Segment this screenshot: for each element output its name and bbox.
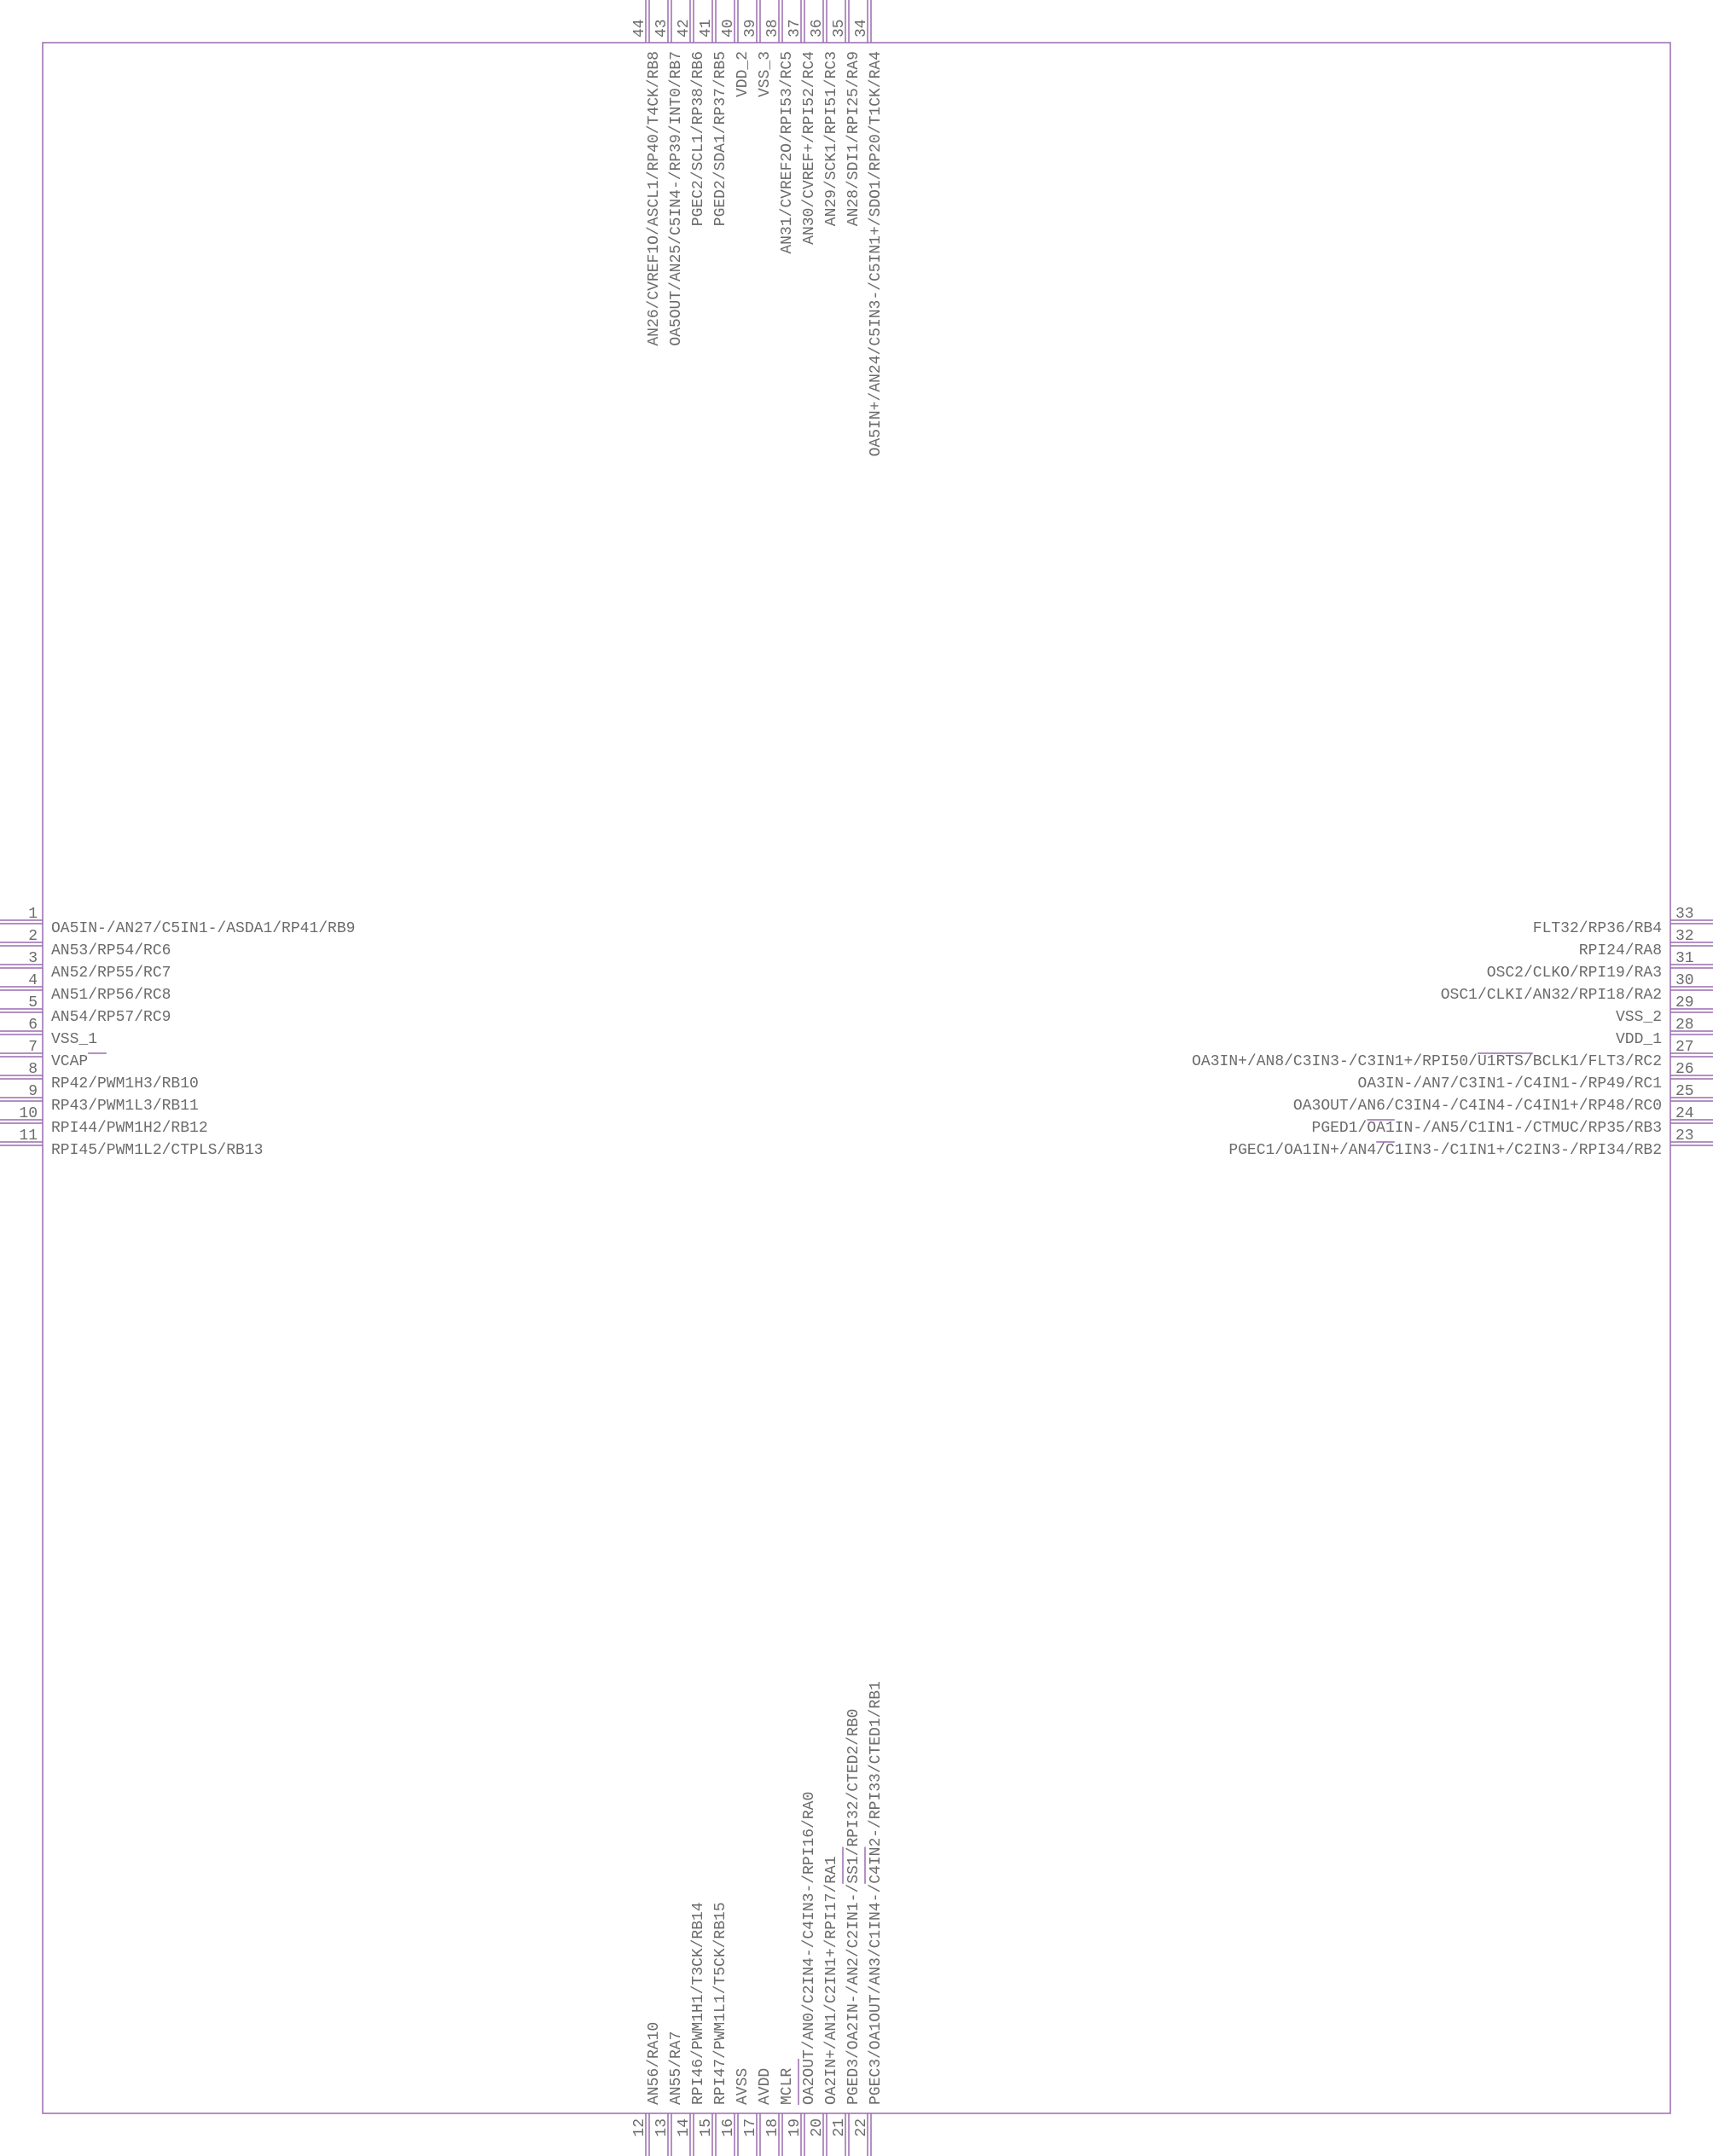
pin-label: AN52/RP55/RC7 [51,965,171,982]
pinout-diagram: 1 OA5IN-/AN27/C5IN1-/ASDA1/RP41/RB9 2 AN53/… [0,0,1713,2156]
pin-label: OA2OUT/AN0/C2IN4-/C4IN3-/RPI16/RA0 [801,1792,818,2105]
pin-number: 13 [653,2118,671,2137]
pin-number: 37 [787,19,804,38]
pin-number: 41 [698,19,715,38]
pin-number: 34 [853,19,870,38]
pin-label: PGEC2/SCL1/RP38/RB6 [690,51,707,226]
pin-number: 16 [720,2118,737,2137]
pin-label: AN53/RP54/RC6 [51,942,171,959]
pin-number: 21 [831,2118,848,2137]
pin-number: 10 [19,1105,38,1122]
pin-number: 35 [831,19,848,38]
pin-number: 6 [28,1017,38,1034]
pin-number: 28 [1675,1017,1694,1034]
pin-label: RPI46/PWM1H1/T3CK/RB14 [690,1902,707,2105]
pin-label: OA2IN+/AN1/C2IN1+/RPI17/RA1 [823,1856,840,2105]
pin-label: AN28/SDI1/RPI25/RA9 [845,51,862,226]
pin-number: 40 [720,19,737,38]
pin-number: 25 [1675,1083,1694,1100]
pin-number: 43 [653,19,671,38]
pin-label: MCLR [779,2068,796,2105]
pin-label: AN31/CVREF2O/RPI53/RC5 [779,51,796,254]
pins-bottom: 12 AN56/RA10 13 AN55/RA7 14 RPI46/PWM1H1/T3CK… [631,1681,885,2156]
pin-number: 18 [764,2118,781,2137]
pin-label: VDD_1 [1616,1031,1662,1048]
pin-label: PGEC3/OA1OUT/AN3/C1IN4-/C4IN2-/RPI33/CTE… [868,1681,885,2105]
pin-label: AN29/SCK1/RPI51/RC3 [823,51,840,226]
pin-number: 31 [1675,950,1694,967]
pins-top: 44 AN26/CVREF1O/ASCL1/RP40/T4CK/RB8 43 OA5O… [631,0,885,456]
pin-number: 42 [676,19,693,38]
pin-number: 9 [28,1083,38,1100]
pin-label: OSC2/CLKO/RPI19/RA3 [1487,965,1662,982]
pin-number: 29 [1675,994,1694,1011]
pin-label: AVDD [757,2068,774,2105]
pin-label: PGED1/OA1IN-/AN5/C1IN1-/CTMUC/RP35/RB3 [1312,1120,1662,1137]
pin-label: AN26/CVREF1O/ASCL1/RP40/T4CK/RB8 [646,51,663,346]
pin-label: AN55/RA7 [668,2031,685,2105]
pin-number: 20 [809,2118,826,2137]
pin-label: RPI45/PWM1L2/CTPLS/RB13 [51,1142,263,1159]
pin-number: 22 [853,2118,870,2137]
pin-number: 1 [28,906,38,923]
pin-label: OA3IN-/AN7/C3IN1-/C4IN1-/RP49/RC1 [1358,1075,1662,1092]
pin-label: OA5IN-/AN27/C5IN1-/ASDA1/RP41/RB9 [51,920,355,937]
pin-number: 30 [1675,972,1694,989]
pin-label: VDD_2 [735,51,752,97]
pin-number: 39 [742,19,759,38]
pin-number: 14 [676,2118,693,2137]
pin-label: AN51/RP56/RC8 [51,987,171,1004]
pin-number: 3 [28,950,38,967]
pin-number: 32 [1675,928,1694,945]
pin-label: RP43/PWM1L3/RB11 [51,1098,199,1115]
pin-number: 7 [28,1039,38,1056]
pin-label: AN56/RA10 [646,2022,663,2105]
pin-label: VSS_3 [757,51,774,97]
pin-label: VSS_1 [51,1031,97,1048]
pin-label: PGED2/SDA1/RP37/RB5 [712,51,729,226]
pin-label: OA3IN+/AN8/C3IN3-/C3IN1+/RPI50/U1RTS/BCL… [1192,1053,1662,1070]
pin-number: 11 [19,1127,38,1145]
pin-label: OA3OUT/AN6/C3IN4-/C4IN4-/C4IN1+/RP48/RC0 [1293,1098,1662,1115]
pin-number: 15 [698,2118,715,2137]
pin-number: 33 [1675,906,1694,923]
pin-label: AVSS [735,2068,752,2105]
pin-label: VCAP [51,1053,88,1070]
pin-label: OA5IN+/AN24/C5IN3-/C5IN1+/SDO1/RP20/T1CK… [868,51,885,456]
pin-number: 27 [1675,1039,1694,1056]
pin-label: FLT32/RP36/RB4 [1533,920,1662,937]
pin-label: AN30/CVREF+/RPI52/RC4 [801,51,818,245]
pin-label: RPI24/RA8 [1579,942,1662,959]
pin-number: 23 [1675,1127,1694,1145]
pin-label: VSS_2 [1616,1009,1662,1026]
pin-number: 5 [28,994,38,1011]
pin-label: RPI44/PWM1H2/RB12 [51,1120,208,1137]
pin-number: 38 [764,19,781,38]
pin-number: 2 [28,928,38,945]
pin-number: 17 [742,2118,759,2137]
pin-number: 12 [631,2118,648,2137]
pin-number: 4 [28,972,38,989]
pin-number: 8 [28,1061,38,1078]
pin-number: 24 [1675,1105,1694,1122]
pin-label: AN54/RP57/RC9 [51,1009,171,1026]
pins-left: 1 OA5IN-/AN27/C5IN1-/ASDA1/RP41/RB9 2 AN53/… [0,906,355,1159]
pin-label: OA5OUT/AN25/C5IN4-/RP39/INT0/RB7 [668,51,685,346]
pin-label: RP42/PWM1H3/RB10 [51,1075,199,1092]
pins-right: 33 FLT32/RP36/RB4 32 RPI24/RA8 31 OSC2/CLKO/R… [1192,906,1713,1159]
pin-label: RPI47/PWM1L1/T5CK/RB15 [712,1902,729,2105]
pin-number: 44 [631,19,648,38]
pin-number: 36 [809,19,826,38]
pin-label: PGED3/OA2IN-/AN2/C2IN1-/SS1/RPI32/CTED2/… [845,1709,862,2105]
pin-label: PGEC1/OA1IN+/AN4/C1IN3-/C1IN1+/C2IN3-/RP… [1228,1142,1662,1159]
pin-number: 26 [1675,1061,1694,1078]
pin-number: 19 [787,2118,804,2137]
pin-label: OSC1/CLKI/AN32/RPI18/RA2 [1441,987,1662,1004]
